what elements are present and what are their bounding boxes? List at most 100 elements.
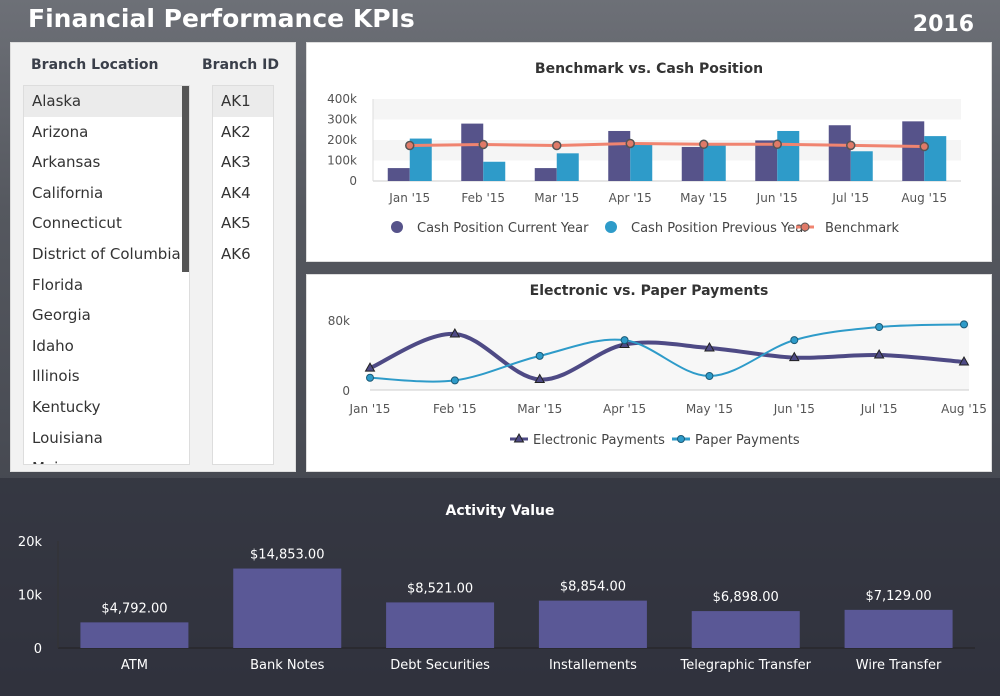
benchmark-point [625, 138, 635, 149]
benchmark-point [552, 140, 562, 151]
data-label: $6,898.00 [713, 590, 779, 605]
branch-location-item[interactable]: Idaho [32, 336, 74, 355]
branch-location-item[interactable]: Louisiana [32, 428, 103, 447]
x-tick-label: Mar '15 [534, 191, 579, 205]
branch-location-item[interactable]: California [32, 183, 104, 202]
data-label: $8,854.00 [560, 580, 626, 595]
x-tick-label: May '15 [680, 191, 727, 205]
bar-current-year [461, 123, 484, 181]
chart-title: Activity Value [445, 503, 555, 519]
electronic-point [958, 355, 970, 366]
branch-id-header: Branch ID [202, 57, 279, 73]
data-label: $7,129.00 [865, 589, 931, 604]
benchmark-point [846, 140, 856, 151]
paper-point [450, 376, 459, 385]
legend-label: Cash Position Previous Year [631, 221, 809, 236]
x-tick-label: Bank Notes [250, 658, 325, 673]
x-tick-label: Wire Transfer [856, 658, 942, 673]
activity-value-chart: Activity Value 0 10k 20k $4,792.00 ATM $14,85… [0, 478, 1000, 696]
y-tick-label: 0 [349, 174, 357, 188]
branch-location-item[interactable]: Maine [24, 453, 189, 464]
year-label: 2016 [912, 12, 974, 37]
branch-id-list[interactable]: AK1 AK2 AK3 AK4 AK5 AK6 [212, 85, 274, 465]
benchmark-point [919, 141, 929, 152]
y-tick-label: 10k [18, 589, 43, 604]
y-tick-label: 0 [342, 384, 350, 398]
y-tick-label: 300k [327, 113, 357, 127]
bar-current-year [755, 140, 778, 181]
branch-location-header: Branch Location [31, 57, 159, 73]
x-tick-label: Jul '15 [860, 402, 898, 416]
x-tick-label: Jun '15 [756, 191, 798, 205]
paper-point [366, 373, 374, 382]
branch-location-item[interactable]: Illinois [32, 367, 80, 386]
paper-point [535, 351, 544, 360]
chart-title: Electronic vs. Paper Payments [529, 283, 769, 299]
branch-panel: Branch Location Branch ID Alaska Arizona A… [10, 42, 296, 472]
scrollbar[interactable] [182, 86, 189, 272]
branch-location-item[interactable]: District of Columbia [32, 244, 181, 263]
data-label: $14,853.00 [250, 548, 324, 563]
branch-location-item[interactable]: Kentucky [32, 397, 101, 416]
activity-bar [80, 622, 189, 648]
x-tick-label: Aug '15 [941, 402, 987, 416]
activity-bar [691, 611, 800, 648]
branch-location-item[interactable]: Connecticut [32, 214, 122, 233]
bar-previous-year [703, 145, 726, 181]
branch-location-item[interactable]: Georgia [32, 306, 91, 325]
x-tick-label: Apr '15 [609, 191, 652, 205]
y-tick-label: 100k [327, 154, 357, 168]
legend-marker [391, 221, 403, 233]
bar-previous-year [630, 144, 653, 181]
x-tick-label: Feb '15 [461, 191, 505, 205]
data-label: $4,792.00 [101, 601, 167, 616]
branch-id-item[interactable]: AK5 [221, 214, 251, 233]
activity-bar [386, 602, 495, 648]
x-tick-label: Installements [549, 658, 637, 673]
electronic-point [449, 327, 461, 338]
legend-marker [677, 435, 685, 443]
y-tick-label: 20k [18, 535, 43, 550]
branch-location-item[interactable]: Arizona [32, 122, 89, 141]
y-tick-label: 0 [34, 642, 42, 657]
bar-previous-year [483, 161, 506, 181]
branch-id-item[interactable]: AK6 [221, 244, 251, 263]
activity-bar [233, 568, 342, 648]
x-tick-label: Apr '15 [603, 402, 646, 416]
activity-bar [538, 600, 647, 648]
branch-id-item[interactable]: AK3 [221, 153, 251, 172]
electronic-point [873, 348, 885, 359]
branch-id-item[interactable]: AK1 [213, 86, 273, 117]
y-tick-label: 80k [328, 314, 350, 328]
x-tick-label: Mar '15 [517, 402, 562, 416]
legend-marker [605, 221, 617, 233]
paper-point [705, 372, 714, 380]
cash-position-chart: Benchmark vs. Cash Position 0 100k 200k 300… [306, 42, 992, 262]
payments-chart: Electronic vs. Paper Payments 0 80k Jan '1… [306, 274, 992, 472]
branch-id-item[interactable]: AK4 [221, 183, 251, 202]
branch-location-list[interactable]: Alaska Arizona Arkansas California Connectic… [23, 85, 190, 465]
x-tick-label: Telegraphic Transfer [679, 658, 811, 673]
page-title: Financial Performance KPIs [28, 4, 415, 33]
x-tick-label: ATM [121, 658, 148, 673]
benchmark-point [478, 139, 488, 150]
bar-current-year [387, 168, 410, 181]
x-tick-label: Debt Securities [390, 658, 490, 673]
electronic-payments-line [369, 331, 965, 382]
electronic-point [534, 373, 546, 383]
branch-location-item[interactable]: Arkansas [32, 153, 101, 172]
bar-previous-year [556, 153, 579, 181]
bar-current-year [681, 146, 704, 181]
legend-marker [800, 222, 810, 232]
electronic-point [788, 351, 800, 362]
y-tick-label: 400k [327, 92, 357, 106]
x-tick-label: Aug '15 [901, 191, 947, 205]
branch-location-item[interactable]: Alaska [24, 86, 189, 117]
branch-location-item[interactable]: Florida [32, 275, 84, 294]
branch-id-item[interactable]: AK2 [221, 122, 251, 141]
legend-label: Benchmark [825, 221, 900, 236]
bar-current-year [534, 168, 557, 181]
paper-payments-line [369, 323, 965, 383]
legend-label: Cash Position Current Year [417, 221, 589, 236]
benchmark-line [409, 141, 925, 149]
